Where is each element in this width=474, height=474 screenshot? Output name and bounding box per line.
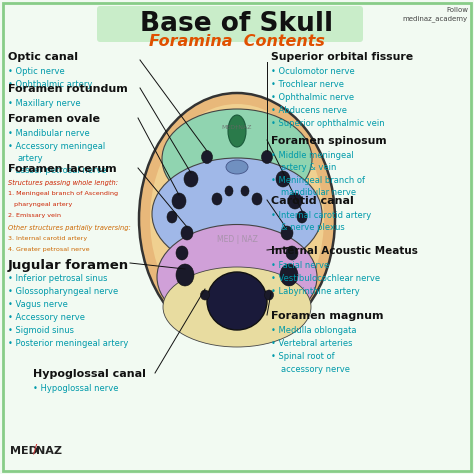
Text: • Meningeal branch of: • Meningeal branch of: [271, 176, 365, 185]
Ellipse shape: [280, 264, 298, 286]
Ellipse shape: [241, 186, 249, 196]
Ellipse shape: [172, 193, 186, 209]
Text: Internal Acoustic Meatus: Internal Acoustic Meatus: [271, 246, 418, 256]
Text: NAZ: NAZ: [36, 446, 62, 456]
Text: MED: MED: [10, 446, 38, 456]
Text: Optic canal: Optic canal: [8, 52, 78, 62]
Text: /: /: [33, 442, 37, 455]
Text: Carotid canal: Carotid canal: [271, 196, 354, 206]
Text: Foramina  Contents: Foramina Contents: [149, 34, 325, 49]
Ellipse shape: [264, 290, 273, 300]
Text: 2. Emissary vein: 2. Emissary vein: [8, 213, 61, 218]
Ellipse shape: [184, 171, 198, 187]
Text: • Accessory meningeal: • Accessory meningeal: [8, 142, 105, 151]
Ellipse shape: [225, 186, 233, 196]
Text: • Glossopharyngeal nerve: • Glossopharyngeal nerve: [8, 287, 118, 296]
Text: • Middle meningeal: • Middle meningeal: [271, 151, 354, 160]
Text: Base of Skull: Base of Skull: [140, 11, 334, 37]
Ellipse shape: [162, 109, 312, 209]
Text: • Hypoglossal nerve: • Hypoglossal nerve: [33, 384, 118, 393]
Ellipse shape: [181, 226, 193, 240]
Text: Follow
medinaz_academy: Follow medinaz_academy: [403, 7, 468, 22]
Text: 3. Internal carotid artery: 3. Internal carotid artery: [8, 236, 87, 241]
Ellipse shape: [226, 160, 248, 174]
Text: • Posterior meningeal artery: • Posterior meningeal artery: [8, 339, 128, 348]
Ellipse shape: [212, 193, 222, 205]
Ellipse shape: [157, 225, 317, 329]
Text: artery & vein: artery & vein: [281, 163, 337, 172]
Text: pharyngeal artery: pharyngeal artery: [14, 202, 72, 207]
Ellipse shape: [152, 158, 322, 270]
Text: • Sigmoid sinus: • Sigmoid sinus: [8, 326, 74, 335]
Text: • Mandibular nerve: • Mandibular nerve: [8, 129, 90, 138]
Ellipse shape: [286, 246, 298, 260]
Text: 1. Meningeal branch of Ascending: 1. Meningeal branch of Ascending: [8, 191, 118, 196]
Text: accessory nerve: accessory nerve: [281, 365, 350, 374]
Ellipse shape: [139, 93, 335, 345]
Text: • Trochlear nerve: • Trochlear nerve: [271, 80, 344, 89]
Text: • Abducens nerve: • Abducens nerve: [271, 106, 347, 115]
Text: • Facial nerve: • Facial nerve: [271, 261, 329, 270]
Text: & nerve plexus: & nerve plexus: [281, 223, 345, 232]
Text: Other structures partially traversing:: Other structures partially traversing:: [8, 225, 131, 231]
Ellipse shape: [150, 104, 324, 334]
Text: • Vertebral arteries: • Vertebral arteries: [271, 339, 353, 348]
Text: • Medulla oblongata: • Medulla oblongata: [271, 326, 356, 335]
Text: artery: artery: [18, 154, 44, 163]
Text: MED | NAZ: MED | NAZ: [217, 235, 257, 244]
Text: Structures passing whole length:: Structures passing whole length:: [8, 180, 118, 186]
Text: MED†NAZ: MED†NAZ: [222, 125, 252, 129]
Text: • Optic nerve: • Optic nerve: [8, 67, 65, 76]
Text: • Oculomotor nerve: • Oculomotor nerve: [271, 67, 355, 76]
Ellipse shape: [163, 267, 311, 347]
Ellipse shape: [176, 246, 188, 260]
Text: • Vestibulocochlear nerve: • Vestibulocochlear nerve: [271, 274, 380, 283]
Text: • Internal carotid artery: • Internal carotid artery: [271, 211, 371, 220]
Text: • Vagus nerve: • Vagus nerve: [8, 300, 68, 309]
Text: • Maxillary nerve: • Maxillary nerve: [8, 99, 81, 108]
Text: • Spinal root of: • Spinal root of: [271, 352, 335, 361]
Ellipse shape: [201, 290, 210, 300]
Text: • Superior ophthalmic vein: • Superior ophthalmic vein: [271, 119, 384, 128]
Ellipse shape: [252, 193, 262, 205]
Text: Foramen rotundum: Foramen rotundum: [8, 84, 128, 94]
Ellipse shape: [276, 171, 290, 187]
Ellipse shape: [201, 151, 212, 164]
Text: Foramen ovale: Foramen ovale: [8, 114, 100, 124]
Text: • Ophthalmic nerve: • Ophthalmic nerve: [271, 93, 354, 102]
Text: • Accessory nerve: • Accessory nerve: [8, 313, 85, 322]
Ellipse shape: [281, 226, 293, 240]
Text: Superior orbital fissure: Superior orbital fissure: [271, 52, 413, 62]
Text: Jugular foramen: Jugular foramen: [8, 259, 129, 272]
Ellipse shape: [167, 211, 177, 223]
Text: • Lesser petrosal nerve: • Lesser petrosal nerve: [8, 166, 107, 175]
Text: • Ophthalmic artery: • Ophthalmic artery: [8, 80, 92, 89]
Text: • Labyrinthine artery: • Labyrinthine artery: [271, 287, 360, 296]
Text: Foramen magnum: Foramen magnum: [271, 311, 383, 321]
Ellipse shape: [262, 151, 273, 164]
Ellipse shape: [176, 264, 194, 286]
Text: • Inferior petrosal sinus: • Inferior petrosal sinus: [8, 274, 108, 283]
FancyBboxPatch shape: [97, 6, 363, 42]
Text: Foramen lacerum: Foramen lacerum: [8, 164, 117, 174]
Ellipse shape: [228, 115, 246, 147]
Text: mandibular nerve: mandibular nerve: [281, 188, 356, 197]
Ellipse shape: [297, 211, 307, 223]
Ellipse shape: [288, 193, 302, 209]
Text: Foramen spinosum: Foramen spinosum: [271, 136, 387, 146]
Text: Hypoglossal canal: Hypoglossal canal: [33, 369, 146, 379]
Text: 4. Greater petrosal nerve: 4. Greater petrosal nerve: [8, 247, 90, 252]
Ellipse shape: [207, 272, 267, 330]
